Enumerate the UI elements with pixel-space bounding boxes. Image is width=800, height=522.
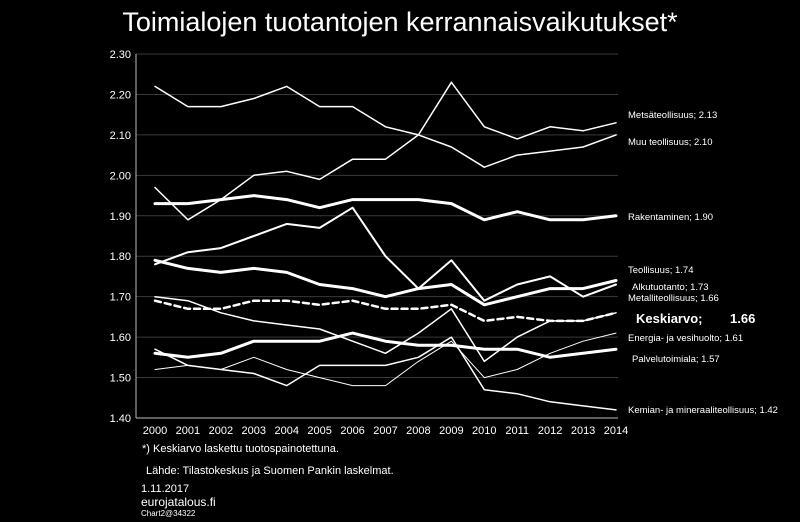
y-tick-label: 2.20: [110, 89, 131, 101]
series-label-keskiarvo: Keskiarvo;: [636, 311, 702, 326]
series-label-energia-ja-vesihuolto: Energia- ja vesihuolto; 1.61: [628, 333, 743, 344]
y-tick-label: 1.90: [110, 211, 131, 223]
x-tick-label: 2005: [307, 425, 331, 437]
series-line-mets-teollisuus: [154, 206, 617, 302]
grid: [136, 53, 618, 419]
chart-title: Toimialojen tuotantojen kerrannaisvaikut…: [122, 7, 678, 37]
x-tick-label: 2007: [373, 425, 397, 437]
y-tick-label: 1.50: [110, 373, 131, 385]
series-label-alkutuotanto: Alkutuotanto; 1.73: [632, 282, 709, 293]
series-label-metalliteollisuus: Metalliteollisuus; 1.66: [628, 293, 719, 304]
x-tick-label: 2009: [439, 425, 463, 437]
x-tick-label: 2001: [176, 425, 200, 437]
x-tick-label: 2010: [472, 425, 496, 437]
x-tick-label: 2013: [571, 425, 595, 437]
series-lines: [153, 81, 618, 411]
y-tick-label: 1.60: [110, 332, 131, 344]
footnote: *) Keskiarvo laskettu tuotospainotettuna…: [142, 443, 339, 455]
x-tick-label: 2002: [209, 425, 233, 437]
series-label-mets-teollisuus: Metsäteollisuus; 2.13: [628, 110, 717, 121]
x-tick-label: 2004: [274, 425, 298, 437]
x-tick-label: 2008: [406, 425, 430, 437]
y-tick-label: 1.80: [110, 251, 131, 263]
series-label-palvelutoimiala: Palvelutoimiala; 1.57: [632, 354, 720, 365]
x-tick-label: 2014: [604, 425, 628, 437]
series-line-kemian-ja-mineraaliteollisuus: [154, 336, 617, 411]
series-label-rakentaminen: Rakentaminen; 1.90: [628, 212, 713, 223]
axes: 1.40 1.50 1.60 1.70 1.80 1.90 2.00 2.10 2.20 2.30…: [110, 49, 629, 437]
series-line-teollisuus: [153, 258, 618, 307]
series-line-metalliteollisuus: [154, 295, 617, 363]
y-tick-label: 2.30: [110, 49, 131, 61]
series-label-kemian-ja-mineraaliteollisuus: Kemian- ja mineraaliteollisuus; 1.42: [628, 405, 778, 416]
site-name: eurojatalous.fi: [141, 495, 216, 509]
chart-code: Chart2@34322: [141, 509, 196, 518]
series-line-keskiarvo: [153, 299, 618, 323]
y-tick-label: 2.00: [110, 170, 131, 182]
x-tick-label: 2011: [505, 425, 529, 437]
series-line-alkutuotanto: [154, 85, 617, 168]
y-tick-label: 1.40: [110, 413, 131, 425]
series-line-rakentaminen: [153, 194, 618, 222]
series-line-muu-teollisuus: [154, 81, 617, 221]
x-tick-label: 2000: [143, 425, 167, 437]
series-line-energia-ja-vesihuolto: [154, 332, 617, 387]
series-line-palvelutoimiala: [153, 331, 618, 359]
x-tick-label: 2003: [242, 425, 266, 437]
x-tick-label: 2006: [340, 425, 364, 437]
y-tick-label: 2.10: [110, 130, 131, 142]
y-tick-label: 1.70: [110, 292, 131, 304]
series-value-keskiarvo: 1.66: [730, 311, 755, 326]
series-label-teollisuus: Teollisuus; 1.74: [628, 265, 693, 276]
series-labels: Metsäteollisuus; 2.13 Muu teollisuus; 2.1…: [628, 110, 778, 416]
x-tick-label: 2012: [538, 425, 562, 437]
source-note: Lähde: Tilastokeskus ja Suomen Pankin la…: [146, 465, 394, 477]
date-note: 1.11.2017: [141, 483, 190, 495]
series-label-muu-teollisuus: Muu teollisuus; 2.10: [628, 137, 713, 148]
